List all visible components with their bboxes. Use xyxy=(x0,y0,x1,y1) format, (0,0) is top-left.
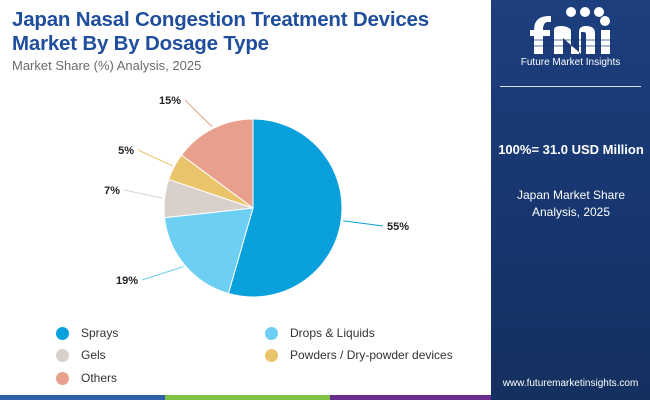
leader-line xyxy=(184,99,213,128)
website-link[interactable]: www.futuremarketinsights.com xyxy=(502,378,639,389)
pie-slice-others xyxy=(180,118,254,209)
pie-slice-drops-liquids xyxy=(163,207,254,295)
legend-label: Sprays xyxy=(81,326,119,340)
legend-label: Gels xyxy=(81,348,106,362)
legend-swatch xyxy=(265,326,278,340)
data-label: 19% xyxy=(116,275,138,287)
legend-swatch xyxy=(56,371,69,385)
fmi-logo-icon xyxy=(530,7,611,54)
leader-line xyxy=(343,220,384,227)
chart-title: Japan Nasal Congestion Treatment Devices… xyxy=(12,8,429,55)
leader-line xyxy=(137,149,173,167)
legend-label: Powders / Dry-powder devices xyxy=(290,348,453,362)
legend-swatch xyxy=(265,348,278,362)
bottom-bar-green xyxy=(165,395,330,400)
legend-item: Others xyxy=(56,370,117,386)
chart-subtitle: Market Share (%) Analysis, 2025 xyxy=(12,58,202,73)
legend-item: Powders / Dry-powder devices xyxy=(265,347,453,363)
legend-item: Gels xyxy=(56,347,106,363)
legend-label: Others xyxy=(81,371,118,385)
data-label: 5% xyxy=(118,145,134,157)
market-share-label: Japan Market Share Analysis, 2025 xyxy=(516,188,626,219)
pie-chart: 55% 19% 7% 5% 15% xyxy=(104,95,409,298)
data-label: 15% xyxy=(159,95,181,107)
data-label: 55% xyxy=(387,221,409,233)
legend-label: Drops & Liquids xyxy=(290,326,375,340)
brand-panel: Future Market Insights xyxy=(491,0,650,400)
logo-text: Future Market Insights xyxy=(520,57,621,68)
market-total: 100%= 31.0 USD Million xyxy=(498,142,644,157)
data-label: 7% xyxy=(104,185,120,197)
leader-line xyxy=(123,189,163,199)
legend-item: Sprays xyxy=(56,325,118,341)
legend-swatch xyxy=(56,348,69,362)
legend-swatch xyxy=(56,326,69,340)
bottom-bar-purple xyxy=(330,395,491,400)
leader-line xyxy=(141,266,184,281)
panel-divider xyxy=(500,86,641,87)
bottom-bar-blue xyxy=(0,395,165,400)
pie-slice-sprays xyxy=(227,118,343,298)
legend-item: Drops & Liquids xyxy=(265,325,375,341)
